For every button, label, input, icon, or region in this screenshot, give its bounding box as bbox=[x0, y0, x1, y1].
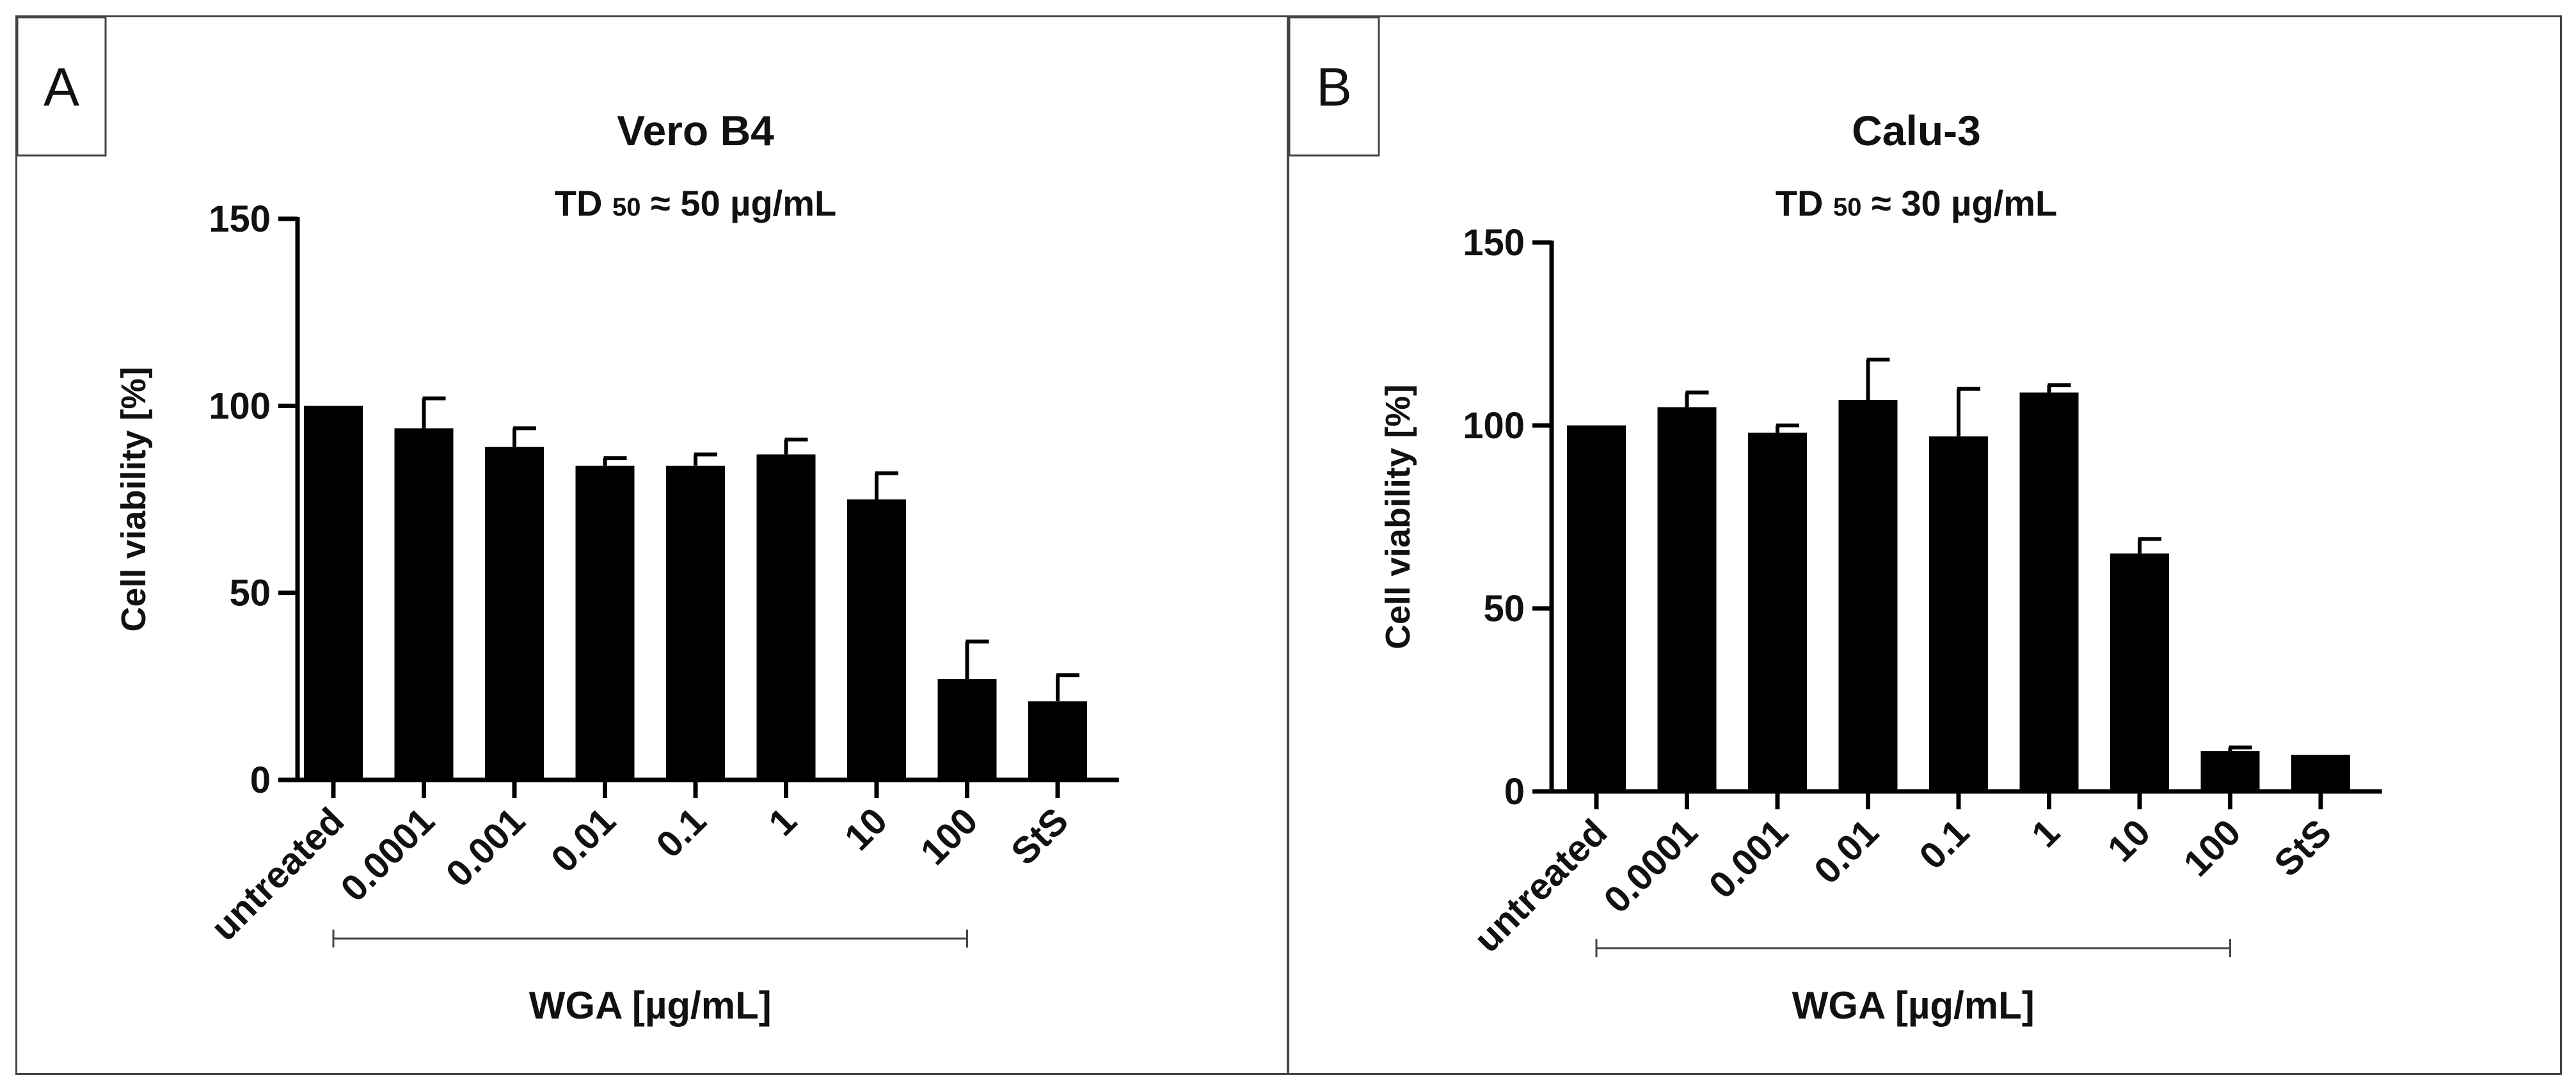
subtitle-subscript: 50 bbox=[612, 193, 641, 221]
bar-b-5 bbox=[2019, 392, 2079, 791]
x-tick-label-a-2: 0.001 bbox=[438, 800, 534, 895]
x-tick-label-a-3: 0.01 bbox=[543, 800, 624, 880]
bar-b-2 bbox=[1748, 432, 1807, 791]
y-tick-label-a-0: 0 bbox=[250, 759, 271, 801]
bar-a-0 bbox=[304, 406, 363, 780]
panel-letter-box bbox=[16, 16, 107, 157]
bar-a-5 bbox=[756, 454, 816, 780]
bar-b-6 bbox=[2110, 553, 2169, 791]
x-tick-label-a-8: StS bbox=[1003, 800, 1076, 873]
x-tick-label-b-1: 0.0001 bbox=[1596, 811, 1705, 921]
y-tick-label-b-3: 150 bbox=[1463, 222, 1525, 264]
y-axis-label: Cell viability [%] bbox=[1379, 385, 1417, 649]
subtitle-prefix: TD bbox=[1776, 183, 1833, 223]
chart-subtitle: TD 50 ≈ 50 µg/mL bbox=[555, 183, 836, 223]
y-tick-label-a-3: 150 bbox=[209, 198, 271, 240]
x-tick-label-b-6: 10 bbox=[2100, 811, 2159, 870]
y-tick-label-b-0: 0 bbox=[1504, 771, 1525, 813]
panel-a: A Vero B4 TD 50 ≈ 50 µg/mL 0 50 100 150 untreat… bbox=[15, 15, 1289, 1075]
x-tick-label-b-3: 0.01 bbox=[1806, 811, 1887, 892]
bar-a-1 bbox=[394, 428, 454, 780]
x-tick-label-a-7: 100 bbox=[912, 800, 985, 873]
y-tick-label-a-1: 50 bbox=[229, 573, 271, 614]
bar-b-7 bbox=[2200, 751, 2260, 791]
x-tick-label-b-0: untreated bbox=[1466, 811, 1615, 960]
panel-letter: A bbox=[44, 57, 79, 117]
x-tick-label-a-6: 10 bbox=[837, 800, 896, 859]
bar-a-2 bbox=[485, 447, 544, 780]
panel-b: B Calu-3 TD 50 ≈ 30 µg/mL 0 50 100 150 untreate… bbox=[1287, 15, 2562, 1075]
x-axis-label: WGA [µg/mL] bbox=[1792, 984, 2035, 1027]
chart-title: Vero B4 bbox=[617, 107, 774, 154]
bar-a-7 bbox=[937, 679, 997, 780]
bar-a-4 bbox=[666, 465, 725, 780]
panel-letter: B bbox=[1316, 57, 1352, 117]
y-tick-label-b-2: 100 bbox=[1463, 405, 1525, 447]
bar-b-8 bbox=[2291, 754, 2350, 791]
bar-b-3 bbox=[1838, 399, 1898, 791]
bar-a-8 bbox=[1028, 701, 1087, 780]
x-tick-label-b-2: 0.001 bbox=[1701, 811, 1797, 907]
subtitle-suffix: ≈ 50 µg/mL bbox=[640, 183, 836, 223]
bar-b-0 bbox=[1567, 425, 1626, 791]
x-tick-label-a-1: 0.0001 bbox=[333, 800, 442, 909]
x-tick-label-a-0: untreated bbox=[203, 800, 352, 949]
subtitle-subscript: 50 bbox=[1833, 193, 1862, 221]
chart-subtitle: TD 50 ≈ 30 µg/mL bbox=[1776, 183, 2057, 223]
y-tick-label-b-1: 50 bbox=[1483, 588, 1525, 630]
x-tick-label-a-4: 0.1 bbox=[648, 800, 714, 866]
x-tick-label-b-5: 1 bbox=[2024, 811, 2068, 855]
bar-b-4 bbox=[1929, 436, 1988, 791]
bar-a-3 bbox=[575, 465, 635, 780]
y-tick-label-a-2: 100 bbox=[209, 385, 271, 427]
x-tick-label-b-4: 0.1 bbox=[1911, 811, 1977, 877]
bar-b-1 bbox=[1657, 407, 1717, 791]
x-axis-label: WGA [µg/mL] bbox=[529, 984, 772, 1027]
y-axis-label: Cell viability [%] bbox=[115, 367, 153, 631]
subtitle-suffix: ≈ 30 µg/mL bbox=[1861, 183, 2057, 223]
subtitle-prefix: TD bbox=[555, 183, 612, 223]
x-tick-label-a-5: 1 bbox=[761, 800, 805, 844]
x-tick-label-b-8: StS bbox=[2266, 811, 2339, 884]
x-tick-label-b-7: 100 bbox=[2175, 811, 2248, 884]
bar-a-6 bbox=[847, 499, 906, 780]
chart-title: Calu-3 bbox=[1852, 107, 1981, 154]
panel-letter-box bbox=[1288, 16, 1380, 157]
